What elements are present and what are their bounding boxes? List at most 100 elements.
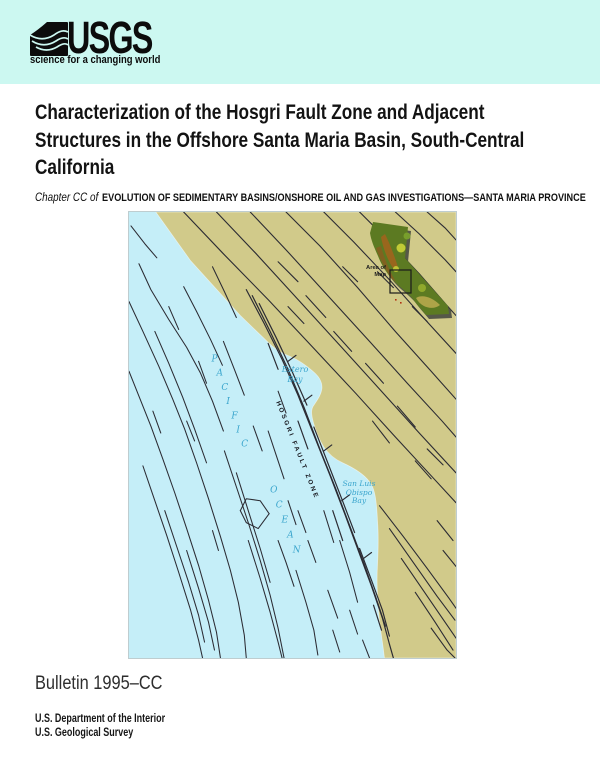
terrain-patch — [393, 266, 399, 272]
terrain-patch — [396, 243, 406, 253]
ocean-label-letter: E — [280, 516, 288, 526]
fault-line — [223, 450, 285, 658]
inset-label-line1: Area of — [366, 265, 386, 271]
fault-line — [313, 426, 356, 534]
fault-line — [349, 609, 359, 635]
fault-line — [168, 306, 180, 330]
terrain-dot — [400, 302, 402, 304]
california-inset-map: Area of Map — [360, 220, 452, 320]
fault-line — [362, 551, 373, 560]
fault-line — [183, 286, 223, 366]
fault-line — [251, 295, 387, 627]
fault-line — [400, 557, 456, 639]
title-line-1: Characterization of the Hosgri Fault Zon… — [35, 100, 485, 124]
estero-bay-line1: Estero — [281, 365, 309, 374]
fault-line — [332, 510, 344, 542]
fault-line — [154, 330, 208, 464]
fault-line — [307, 540, 317, 563]
fault-line — [277, 261, 299, 283]
san-luis-line2: Obispo — [345, 487, 373, 497]
fault-line — [267, 342, 279, 370]
land-area — [155, 212, 456, 658]
usgs-tagline: science for a changing world — [30, 54, 161, 66]
fault-line — [378, 505, 456, 609]
ocean-label-letter: I — [235, 426, 240, 436]
fault-line — [295, 569, 319, 656]
usgs-banner: USGS science for a changing world — [0, 0, 600, 84]
ocean-label-letter: C — [241, 440, 248, 450]
fault-line — [152, 410, 162, 434]
fault-line — [297, 510, 307, 534]
fault-line — [285, 212, 456, 400]
fault-line — [365, 362, 384, 384]
bulletin-number: Bulletin 1995–CC — [35, 672, 163, 694]
fault-line — [342, 266, 359, 283]
fault-line — [249, 212, 456, 438]
inset-label-line2: Map — [374, 271, 386, 278]
terrain-patch — [403, 232, 411, 240]
ocean-label-letter: N — [292, 545, 302, 555]
fault-line — [371, 420, 390, 444]
fault-line — [305, 295, 327, 319]
coastal-range — [376, 246, 396, 282]
fault-line — [138, 263, 224, 432]
title-line-3: California — [35, 155, 115, 179]
fault-line — [142, 465, 204, 658]
fault-line — [239, 498, 270, 515]
fault-line — [411, 306, 428, 323]
california-inset-svg — [370, 222, 452, 319]
chapter-prefix: Chapter CC of — [35, 192, 99, 204]
survey-line: U.S. Geological Survey — [35, 726, 134, 739]
fault-line — [396, 405, 416, 428]
page-title: Characterization of the Hosgri Fault Zon… — [35, 99, 524, 182]
fault-line — [332, 629, 341, 653]
terrain-dot — [395, 299, 397, 301]
fault-line — [235, 472, 271, 583]
fault-line — [442, 549, 456, 567]
fault-lines-group — [129, 212, 456, 658]
central-valley — [381, 234, 398, 271]
fault-line — [323, 444, 333, 452]
san-luis-line1: San Luis — [342, 479, 376, 488]
fault-line — [333, 330, 353, 352]
map-extent-rectangle — [389, 269, 412, 294]
fault-line — [414, 460, 432, 480]
fault-line — [252, 425, 263, 452]
fault-line — [414, 591, 454, 651]
estero-bay-label: Estero Bay — [275, 365, 315, 384]
fault-line — [164, 510, 206, 643]
fault-line — [267, 430, 285, 480]
ocean-label-letter: A — [286, 531, 293, 541]
fault-line — [222, 340, 245, 396]
fault-line — [287, 500, 297, 526]
fault-line — [277, 540, 295, 587]
fault-line — [436, 520, 454, 542]
fault-line — [376, 271, 394, 289]
fault-line — [211, 266, 237, 319]
ocean-label-letter: P — [210, 354, 218, 364]
ocean-label-letter: C — [221, 383, 228, 393]
title-line-2: Structures in the Offshore Santa Maria B… — [35, 127, 525, 152]
publisher-block: U.S. Department of the Interior U.S. Geo… — [35, 713, 165, 740]
fault-line — [303, 394, 313, 402]
fault-line — [430, 627, 456, 658]
fault-line — [287, 354, 297, 362]
san-luis-obispo-bay-label: San Luis Obispo Bay — [337, 479, 381, 506]
fault-line — [129, 370, 221, 658]
fault-line — [339, 540, 359, 603]
fault-line — [186, 549, 215, 651]
series-title: EVOLUTION OF SEDIMENTARY BASINS/ONSHORE … — [102, 192, 586, 204]
fault-line — [198, 360, 208, 384]
estero-bay-line2: Bay — [287, 374, 303, 384]
usgs-logo-text: USGS — [67, 12, 153, 63]
fault-line — [215, 212, 456, 474]
ocean-label-letter: A — [215, 369, 222, 379]
ocean-label-letter: F — [230, 411, 238, 421]
ocean-label-letter: O — [270, 486, 278, 496]
fault-line — [323, 510, 335, 544]
fault-line — [426, 212, 456, 241]
